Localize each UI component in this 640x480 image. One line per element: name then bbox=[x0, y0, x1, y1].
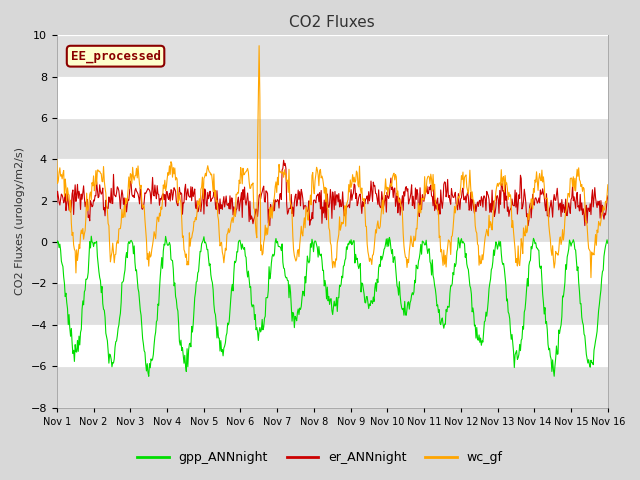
Bar bbox=[57, 118, 608, 159]
Legend: gpp_ANNnight, er_ANNnight, wc_gf: gpp_ANNnight, er_ANNnight, wc_gf bbox=[132, 446, 508, 469]
Title: CO2 Fluxes: CO2 Fluxes bbox=[289, 15, 375, 30]
Text: EE_processed: EE_processed bbox=[70, 49, 161, 63]
Bar bbox=[57, 36, 608, 77]
Y-axis label: CO2 Fluxes (urology/m2/s): CO2 Fluxes (urology/m2/s) bbox=[15, 147, 25, 296]
Bar bbox=[57, 201, 608, 242]
Bar bbox=[57, 284, 608, 325]
Bar bbox=[57, 366, 608, 408]
